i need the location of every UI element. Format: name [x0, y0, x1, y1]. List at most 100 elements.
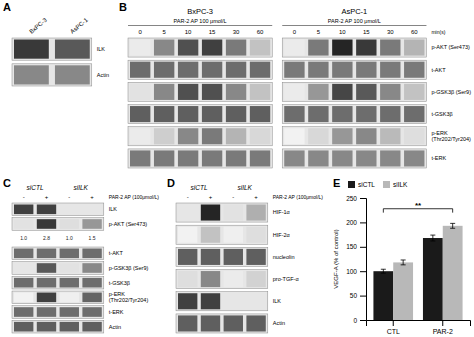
band — [202, 106, 222, 122]
row-label: HIF-2α — [273, 232, 291, 238]
panel-title: D — [167, 177, 175, 189]
band — [250, 128, 270, 144]
band — [356, 128, 376, 144]
blot-box — [128, 105, 272, 124]
text-line: pro-TGF-α — [273, 276, 300, 282]
band — [202, 150, 222, 166]
column-group: siCTL — [27, 184, 44, 191]
tick: 100 — [346, 268, 366, 275]
band — [178, 315, 197, 331]
text-line: Actin — [97, 72, 109, 78]
tick-label: 150 — [346, 243, 357, 250]
band — [55, 40, 90, 59]
band — [246, 315, 265, 331]
band — [404, 84, 424, 100]
row-label: p-AKT (Ser473) — [109, 221, 148, 227]
band — [332, 150, 352, 166]
band — [224, 315, 243, 331]
tick: 250 — [346, 195, 366, 202]
tick-mark — [360, 198, 366, 199]
text-line: p-AKT (Ser473) — [109, 221, 148, 227]
band-number: 1.0 — [66, 235, 73, 241]
band — [37, 263, 56, 273]
band — [284, 40, 304, 56]
blot-box — [282, 149, 426, 168]
box-name: BxPC-3 — [187, 7, 213, 16]
band — [201, 227, 220, 243]
panel-title: B — [119, 1, 127, 13]
tick: CTL — [387, 320, 400, 335]
blot-box — [128, 38, 272, 57]
column-label: + — [209, 194, 213, 200]
band — [82, 219, 101, 229]
text-line: p-AKT (Ser473) — [431, 44, 470, 50]
band — [404, 40, 424, 56]
band — [154, 40, 174, 56]
text-line: t-ERK — [109, 309, 124, 315]
band — [380, 62, 400, 78]
column-label: 5 — [317, 29, 321, 35]
column-label: 30 — [233, 29, 240, 35]
band — [308, 150, 328, 166]
row-label: t-ERK — [431, 155, 446, 161]
text-line: p-GSK3β (Ser9) — [109, 265, 149, 271]
blot-box — [12, 320, 104, 333]
band — [178, 249, 197, 265]
band — [37, 293, 56, 303]
column-label: - — [68, 194, 70, 200]
text-line: ILK — [273, 298, 282, 304]
text-line: (Thr202/Tyr204) — [109, 297, 149, 303]
underline — [128, 25, 272, 26]
band — [14, 249, 33, 259]
y-axis: 050100150200250 — [346, 195, 366, 324]
band — [380, 106, 400, 122]
row-label: p-GSK3β (Ser9) — [431, 89, 471, 95]
band — [60, 278, 79, 288]
band — [201, 293, 220, 309]
row-label: t-ERK — [109, 309, 124, 315]
panel: ABxPC-3AsPC-1ILKActin — [3, 1, 109, 86]
band — [332, 128, 352, 144]
bar — [373, 271, 393, 320]
band — [284, 62, 304, 78]
tick-label: 0 — [353, 317, 357, 324]
column-label: AsPC-1 — [69, 16, 89, 34]
band — [14, 278, 33, 288]
column-label: 10 — [185, 29, 192, 35]
row-label: t-AKT — [109, 250, 124, 256]
band — [202, 128, 222, 144]
tick-mark — [360, 222, 366, 223]
band — [60, 293, 79, 303]
band — [404, 128, 424, 144]
band — [178, 106, 198, 122]
band — [14, 219, 33, 229]
row-label: ILK — [97, 46, 106, 52]
band — [154, 84, 174, 100]
band — [14, 293, 33, 303]
band — [55, 65, 90, 84]
annotation: ** — [415, 201, 422, 210]
panel: DsiCTLsiILK-+-+HIF-1αHIF-2αnucleolinpro-… — [167, 177, 323, 333]
blot-box — [128, 149, 272, 168]
tick-mark — [442, 320, 443, 326]
bar — [443, 226, 463, 320]
tick-mark — [360, 320, 366, 321]
band — [14, 322, 33, 332]
band — [332, 62, 352, 78]
band — [82, 322, 101, 332]
band — [246, 227, 265, 243]
band — [202, 40, 222, 56]
band — [226, 84, 246, 100]
blot-box — [12, 262, 104, 275]
band — [178, 227, 197, 243]
band — [226, 150, 246, 166]
band — [178, 40, 198, 56]
band — [250, 62, 270, 78]
band-number: 2.8 — [43, 235, 50, 241]
row-label: p-GSK3β (Ser9) — [109, 265, 149, 271]
band — [130, 62, 150, 78]
band — [130, 84, 150, 100]
band — [332, 40, 352, 56]
band — [154, 62, 174, 78]
tick: 0 — [353, 317, 366, 324]
